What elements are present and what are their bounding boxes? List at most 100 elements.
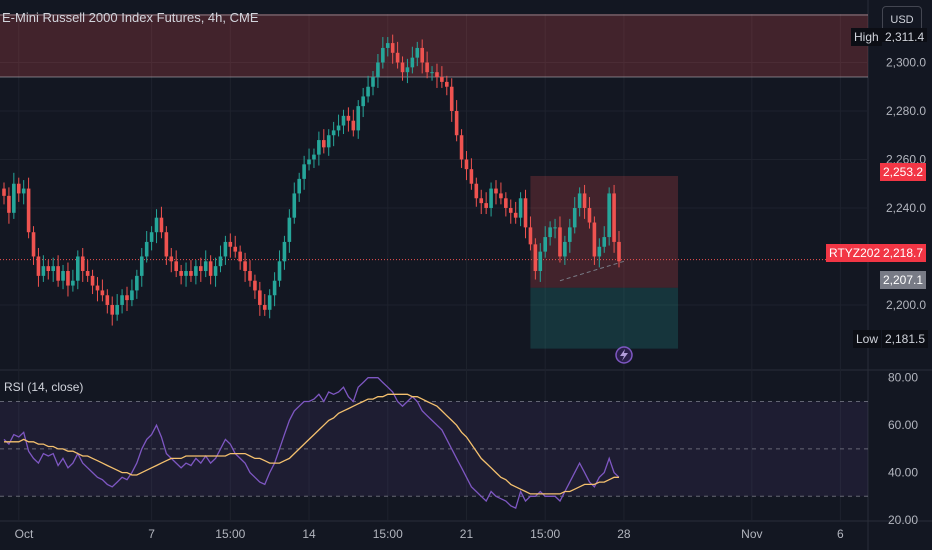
symbol-tag: RTYZ2024 [826, 244, 890, 262]
candle [405, 67, 410, 73]
candle [31, 232, 36, 257]
candle [115, 304, 119, 315]
candle [558, 227, 562, 257]
candle [66, 271, 70, 286]
candle [592, 222, 597, 257]
rsi-title: RSI (14, close) [4, 380, 84, 394]
candle [7, 195, 11, 213]
high-value-tag: 2,311.4 [882, 28, 928, 42]
candle [469, 169, 474, 184]
candle [248, 271, 252, 281]
candle [105, 295, 110, 305]
candle [597, 246, 602, 257]
candle [135, 275, 139, 291]
lightning-icon-bolt [620, 349, 628, 361]
candle [80, 256, 85, 272]
candle [144, 241, 149, 257]
candle [366, 86, 370, 97]
rsi-line [3, 377, 620, 510]
candle [12, 183, 16, 213]
candle [376, 62, 380, 78]
candle [568, 227, 572, 242]
currency-button[interactable]: USD [882, 6, 922, 32]
candle [292, 193, 297, 218]
candle [385, 43, 390, 48]
candle [258, 290, 262, 305]
stop-price-tag: 2,207.1 [880, 271, 927, 289]
candle [277, 261, 282, 281]
time-tick-label: 21 [460, 527, 474, 541]
rsi-tick-label: 80.00 [888, 371, 918, 385]
candle [356, 106, 361, 131]
candle [464, 159, 469, 170]
high-label-tag: High [851, 28, 882, 46]
candle [71, 280, 75, 286]
candle [484, 203, 488, 208]
candle [425, 62, 429, 73]
candle [130, 290, 134, 301]
candle [125, 295, 129, 301]
candle [154, 217, 159, 233]
candle [543, 237, 547, 252]
candle [95, 285, 100, 291]
candle [159, 217, 164, 233]
time-tick-label: 15:00 [373, 527, 403, 541]
candle [61, 271, 65, 281]
candle [16, 183, 21, 194]
candle [46, 266, 51, 272]
candle [459, 135, 464, 160]
candle [553, 227, 557, 229]
candle [494, 188, 498, 194]
candle [26, 188, 31, 233]
candle [390, 43, 395, 53]
time-tick-label: 28 [617, 527, 631, 541]
candle [262, 304, 267, 310]
candle [312, 154, 316, 160]
candle [223, 241, 228, 257]
lightning-icon [615, 346, 633, 364]
candle [400, 62, 405, 73]
candle [174, 261, 178, 272]
time-tick-label: Nov [741, 527, 762, 541]
candle [430, 72, 434, 74]
stop-zone [530, 287, 679, 349]
candle [504, 198, 508, 208]
candle [90, 275, 95, 286]
target-price-tag: 2,253.2 [880, 163, 927, 181]
candle [538, 251, 543, 272]
time-tick-label: 15:00 [530, 527, 560, 541]
candle [513, 212, 518, 218]
candle [415, 47, 420, 58]
candle [454, 110, 459, 136]
candle [351, 120, 356, 131]
candle [617, 241, 621, 262]
candle [371, 77, 375, 87]
high-zone [0, 14, 868, 78]
candle [435, 72, 439, 78]
candle [100, 290, 105, 296]
candle [508, 207, 513, 213]
candle [85, 271, 90, 276]
candle [218, 256, 223, 267]
rsi-tick-label: 60.00 [888, 418, 918, 432]
time-tick-label: 15:00 [215, 527, 245, 541]
price-tick-label: 2,200.0 [886, 298, 926, 312]
candle [602, 237, 607, 247]
candle [267, 295, 272, 310]
candle [548, 227, 552, 238]
rsi-tick-label: 20.00 [888, 513, 918, 527]
time-tick-label: 6 [837, 527, 844, 541]
candle [341, 115, 346, 126]
candle [307, 159, 311, 165]
candle [139, 256, 144, 276]
candle [346, 115, 351, 121]
candle [499, 193, 503, 199]
candle [317, 140, 321, 155]
candle [420, 47, 424, 63]
candle [189, 271, 193, 276]
candle [179, 271, 183, 276]
candle [253, 280, 257, 291]
candle [361, 96, 365, 107]
low-label-tag: Low [853, 330, 882, 348]
